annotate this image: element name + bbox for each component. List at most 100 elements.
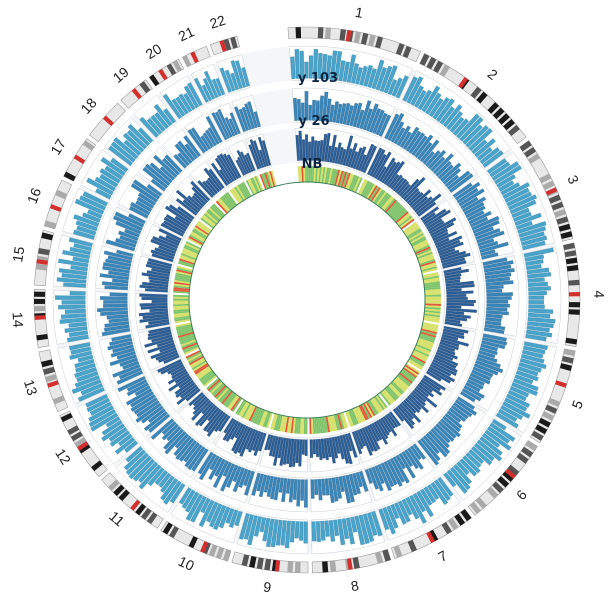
heat-cell bbox=[397, 214, 412, 226]
coverage-bar bbox=[528, 286, 551, 292]
coverage-bar bbox=[442, 104, 463, 128]
heat-cell bbox=[281, 415, 286, 432]
heat-cell bbox=[418, 337, 434, 345]
coverage-bar bbox=[177, 206, 195, 220]
track-0-chr6 bbox=[441, 417, 522, 501]
coverage-bar bbox=[374, 465, 385, 485]
heat-cell bbox=[414, 347, 430, 356]
coverage-bar bbox=[315, 100, 320, 121]
coverage-bar bbox=[171, 98, 186, 117]
coverage-bar bbox=[142, 313, 169, 320]
heat-cell bbox=[185, 242, 201, 252]
coverage-bar bbox=[270, 519, 279, 548]
coverage-bar bbox=[181, 489, 196, 509]
coverage-bar bbox=[147, 258, 173, 267]
coverage-bar bbox=[352, 472, 361, 495]
coverage-bar bbox=[452, 118, 469, 136]
coverage-bar bbox=[229, 112, 241, 135]
coverage-bar bbox=[178, 93, 193, 113]
heat-cell bbox=[180, 339, 197, 347]
heat-cell bbox=[319, 417, 323, 434]
coverage-bar bbox=[191, 186, 209, 204]
coverage-bar bbox=[430, 156, 446, 172]
coverage-bar bbox=[168, 204, 193, 222]
coverage-bar bbox=[116, 249, 134, 258]
coverage-bar bbox=[245, 429, 257, 450]
coverage-bar bbox=[479, 436, 503, 456]
coverage-bar bbox=[73, 243, 92, 252]
coverage-bar bbox=[413, 387, 438, 408]
coverage-bar bbox=[122, 132, 145, 153]
track-0-chr21 bbox=[190, 63, 227, 105]
heat-cell bbox=[173, 312, 190, 316]
coverage-bar bbox=[417, 439, 440, 466]
heat-cell bbox=[206, 377, 220, 390]
ideogram-band bbox=[538, 417, 551, 428]
ideogram-band bbox=[70, 431, 83, 442]
coverage-bar bbox=[341, 475, 351, 504]
coverage-bar bbox=[119, 357, 138, 367]
ideogram-band bbox=[43, 366, 56, 375]
heat-cell bbox=[250, 177, 259, 194]
track-2-chr11 bbox=[177, 390, 232, 445]
coverage-bar bbox=[164, 430, 187, 455]
coverage-bar bbox=[355, 146, 367, 170]
heat-cell bbox=[341, 412, 349, 429]
coverage-bar bbox=[315, 439, 320, 458]
coverage-bar bbox=[139, 302, 168, 307]
coverage-bar bbox=[523, 341, 548, 351]
ideogram-chr12 bbox=[59, 410, 108, 478]
coverage-bar bbox=[528, 304, 545, 309]
coverage-bar bbox=[158, 245, 177, 255]
heat-cell bbox=[421, 268, 438, 274]
heat-cell bbox=[189, 357, 205, 367]
coverage-bar bbox=[404, 449, 419, 470]
coverage-bar bbox=[320, 438, 326, 459]
coverage-bar bbox=[454, 399, 478, 416]
coverage-bar bbox=[214, 111, 231, 139]
coverage-bar bbox=[206, 501, 219, 523]
heat-cell bbox=[173, 308, 190, 313]
heat-cell bbox=[382, 197, 395, 211]
coverage-bar bbox=[230, 422, 242, 441]
centromere-chr6 bbox=[504, 468, 516, 479]
coverage-bar bbox=[462, 124, 483, 145]
coverage-bar bbox=[167, 363, 185, 375]
heat-cell bbox=[336, 413, 343, 430]
heat-cell bbox=[324, 167, 330, 184]
coverage-bar bbox=[514, 374, 534, 385]
ideogram-band bbox=[322, 561, 329, 573]
coverage-bar bbox=[463, 201, 485, 216]
coverage-bar bbox=[482, 150, 504, 168]
heat-cell bbox=[185, 241, 202, 250]
coverage-bar bbox=[56, 277, 87, 284]
coverage-bar bbox=[236, 150, 250, 174]
heat-cell bbox=[421, 326, 438, 333]
coverage-bar bbox=[176, 386, 199, 405]
heat-cell bbox=[194, 364, 210, 375]
coverage-bar bbox=[482, 333, 507, 342]
heat-cell bbox=[178, 333, 195, 340]
coverage-bar bbox=[404, 187, 420, 203]
heat-cell bbox=[203, 375, 218, 387]
coverage-bar bbox=[129, 205, 149, 219]
chromosome-label-chr4: 4 bbox=[591, 290, 607, 298]
coverage-bar bbox=[462, 196, 487, 213]
coverage-bar bbox=[251, 431, 262, 452]
coverage-bar bbox=[109, 430, 131, 447]
coverage-bar bbox=[471, 369, 492, 381]
chromosome-label-chr13: 13 bbox=[21, 378, 41, 398]
coverage-bar bbox=[441, 252, 471, 264]
centromere-chr10 bbox=[200, 541, 209, 553]
coverage-bar bbox=[463, 385, 485, 399]
coverage-bar bbox=[434, 237, 450, 247]
heat-cell bbox=[245, 404, 255, 420]
coverage-bar bbox=[214, 157, 233, 184]
coverage-bar bbox=[362, 108, 373, 131]
ideogram-band bbox=[508, 124, 520, 137]
coverage-bar bbox=[268, 435, 277, 457]
ideogram-band bbox=[502, 470, 515, 482]
heat-cell bbox=[232, 187, 243, 202]
coverage-bar bbox=[240, 151, 252, 173]
coverage-bar bbox=[321, 53, 328, 80]
